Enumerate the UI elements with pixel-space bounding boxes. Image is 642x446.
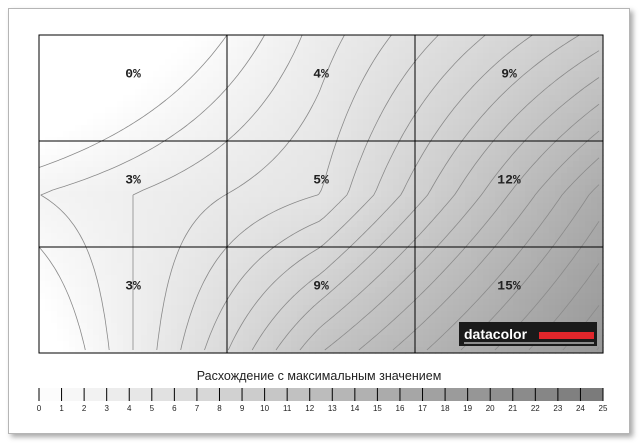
legend-tick-label: 9 — [240, 404, 245, 413]
legend-swatch — [332, 388, 356, 401]
legend-tick-label: 3 — [104, 404, 109, 413]
legend-tick-label: 1 — [59, 404, 64, 413]
legend-swatch — [129, 388, 153, 401]
legend-tick-label: 4 — [127, 404, 132, 413]
legend-swatch — [151, 388, 175, 401]
cell-value-label: 3% — [125, 172, 141, 187]
legend-swatch — [557, 388, 581, 401]
legend-swatch — [61, 388, 85, 401]
legend-tick-label: 18 — [441, 404, 450, 413]
legend-tick-label: 16 — [396, 404, 405, 413]
legend-tick-label: 20 — [486, 404, 495, 413]
legend-tick-label: 2 — [82, 404, 87, 413]
legend-swatch — [490, 388, 514, 401]
legend-tick-label: 24 — [576, 404, 585, 413]
cell-value-label: 5% — [313, 172, 329, 187]
legend-tick-label: 15 — [373, 404, 382, 413]
cell-value-label: 4% — [313, 66, 329, 81]
legend-tick-label: 11 — [283, 404, 292, 413]
legend-swatch — [264, 388, 288, 401]
legend-swatch — [106, 388, 130, 401]
legend-tick-label: 10 — [260, 404, 269, 413]
legend-swatch — [174, 388, 198, 401]
plot-border — [38, 34, 604, 354]
legend-swatch — [399, 388, 423, 401]
legend-swatch — [535, 388, 559, 401]
legend-swatch — [354, 388, 378, 401]
legend-swatch — [512, 388, 536, 401]
legend-swatch — [309, 388, 333, 401]
legend-swatch — [196, 388, 220, 401]
legend-tick-label: 13 — [328, 404, 337, 413]
logo-accent-bar — [539, 332, 594, 339]
legend-swatch — [445, 388, 469, 401]
legend-tick-label: 17 — [418, 404, 427, 413]
legend-color-bar — [39, 388, 604, 401]
legend-swatch — [580, 388, 604, 401]
legend-swatch — [242, 388, 265, 401]
legend-tick-label: 0 — [37, 404, 42, 413]
legend-swatch — [39, 388, 62, 401]
legend-swatch — [422, 388, 446, 401]
cell-value-label: 12% — [497, 172, 521, 187]
legend-tick-label: 23 — [553, 404, 562, 413]
datacolor-logo: datacolor — [459, 322, 597, 346]
legend-tick-label: 25 — [599, 404, 608, 413]
grid-lines — [39, 35, 603, 353]
legend-tick-label: 7 — [195, 404, 200, 413]
chart-frame: 0% 4% 9% 3% 5% 12% 3% 9% 15% datacolor Расхождение… — [8, 8, 630, 434]
cell-value-label: 0% — [125, 66, 141, 81]
legend-swatch — [377, 388, 401, 401]
legend-tick-label: 22 — [531, 404, 540, 413]
legend-tick-label: 5 — [150, 404, 155, 413]
legend-title: Расхождение с максимальным значением — [197, 369, 442, 383]
legend-tick-label: 21 — [508, 404, 517, 413]
logo-text: datacolor — [464, 326, 528, 342]
cell-value-label: 9% — [313, 278, 329, 293]
contour-lines — [38, 34, 600, 351]
legend-tick-label: 19 — [463, 404, 472, 413]
legend-swatch — [467, 388, 491, 401]
cell-value-label: 15% — [497, 278, 521, 293]
uniformity-chart: 0% 4% 9% 3% 5% 12% 3% 9% 15% datacolor Расхождение… — [37, 34, 608, 413]
legend-tick-label: 8 — [217, 404, 222, 413]
shading-field — [39, 35, 604, 354]
legend-tick-label: 6 — [172, 404, 177, 413]
plot-area: 0% 4% 9% 3% 5% 12% 3% 9% 15% datacolor — [38, 34, 604, 354]
legend-tick-label: 14 — [350, 404, 359, 413]
cell-value-label: 3% — [125, 278, 141, 293]
legend-swatch — [84, 388, 108, 401]
legend-swatch — [219, 388, 243, 401]
legend-swatch — [287, 388, 311, 401]
legend-tick-label: 12 — [305, 404, 314, 413]
cell-value-label: 9% — [501, 66, 517, 81]
